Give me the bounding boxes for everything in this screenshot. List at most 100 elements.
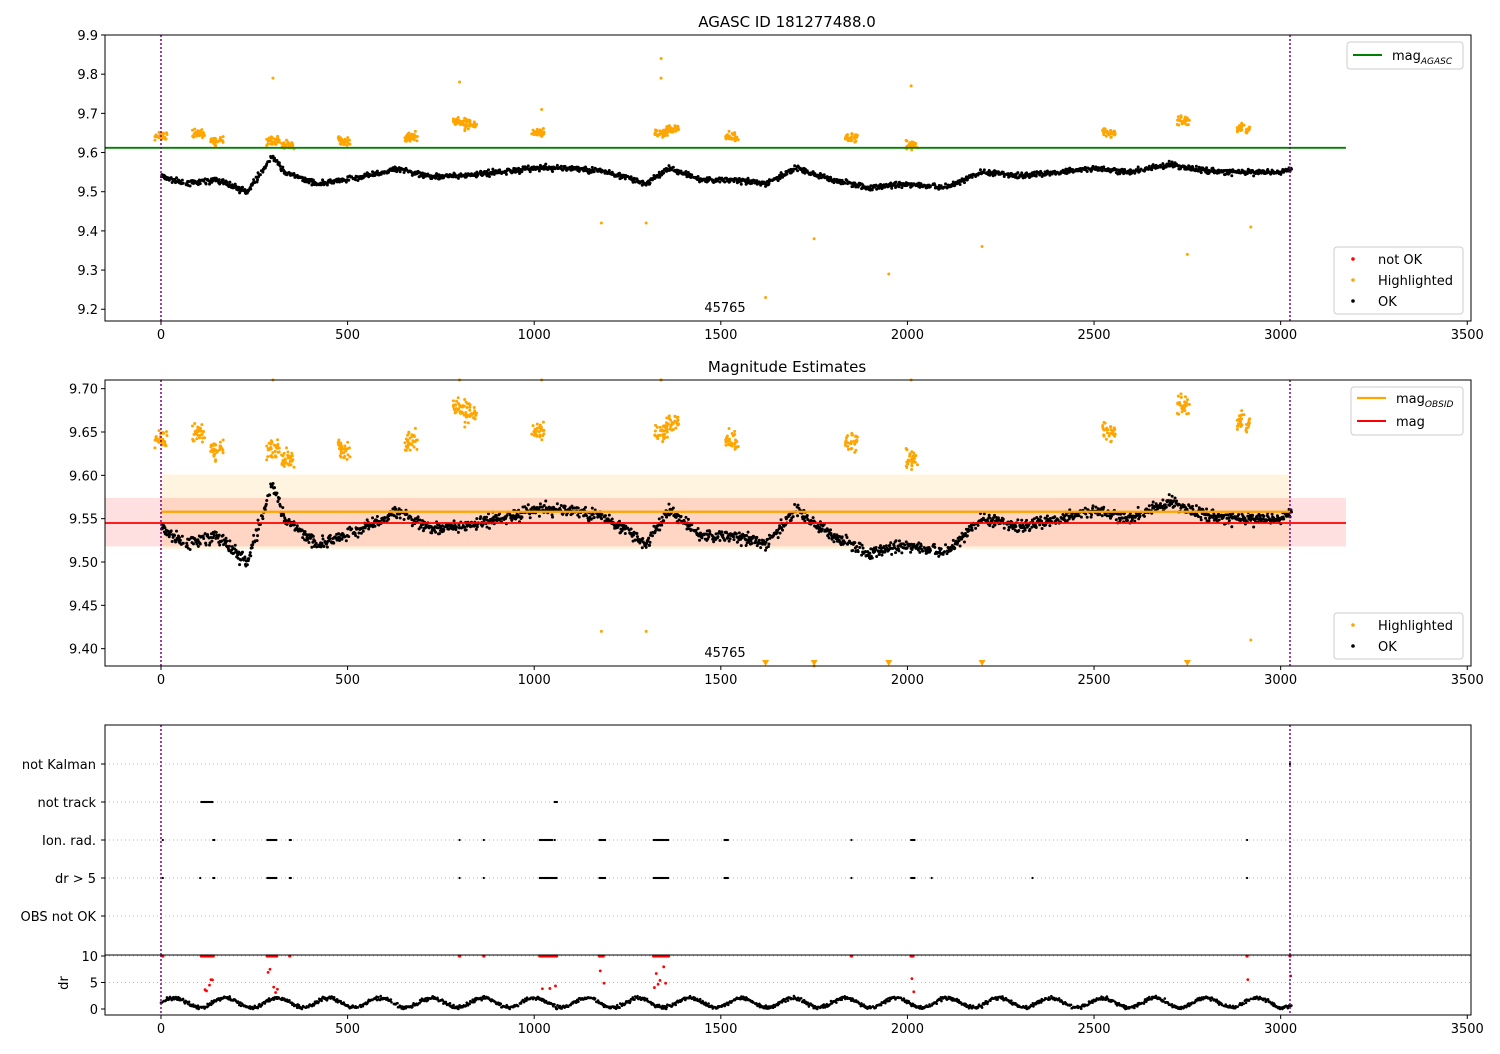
highlighted-point-2-382 xyxy=(666,416,669,419)
highlighted-point-2-253 xyxy=(454,403,457,406)
ok-point-2-727 xyxy=(577,507,580,510)
highlighted-point-478 xyxy=(908,141,911,144)
ok-point-2-479 xyxy=(434,531,437,534)
ok-point-117 xyxy=(228,181,231,184)
ok-point-2-103 xyxy=(222,534,225,537)
ok-point-2-197 xyxy=(273,486,276,489)
ok-point-2-1685 xyxy=(1139,514,1142,517)
highlighted-point-2-116 xyxy=(265,444,268,447)
highlighted-point-2-319 xyxy=(542,432,545,435)
highlighted-point-533 xyxy=(1187,123,1190,126)
highlighted-point-2-262 xyxy=(463,425,466,428)
ok-point-2-871 xyxy=(661,516,664,519)
highlighted-point-87 xyxy=(222,135,225,138)
highlighted-point-2-351 xyxy=(663,436,666,439)
ok-point-2-286 xyxy=(322,537,325,540)
highlighted-point-2-408 xyxy=(732,434,735,437)
ok-point-2-1489 xyxy=(1025,519,1028,522)
highlighted-point-2-79 xyxy=(219,441,222,444)
ok-point-2-396 xyxy=(387,518,390,521)
highlighted-point-181 xyxy=(346,139,349,142)
highlighted-point-151 xyxy=(286,142,289,145)
ok-point-1451 xyxy=(1003,175,1006,178)
highlighted-point-446 xyxy=(844,136,847,139)
highlighted-point-285 xyxy=(468,119,471,122)
highlighted-point-2-56 xyxy=(200,423,203,426)
highlighted-point-434 xyxy=(846,133,849,136)
ok-point-2-995 xyxy=(735,532,738,535)
highlighted-point-2-222 xyxy=(412,434,415,437)
ok-point-2-154 xyxy=(247,557,250,560)
ok-point-850 xyxy=(649,181,652,184)
legend-not-ok-label: not OK xyxy=(1378,253,1423,268)
ok-point-2-1236 xyxy=(875,555,878,558)
ok-point-2-97 xyxy=(218,534,221,537)
ok-point-2-985 xyxy=(729,537,732,540)
ok-point-2-212 xyxy=(281,506,284,509)
ok-point-2-1339 xyxy=(937,555,940,558)
ok-point-2-472 xyxy=(430,531,433,534)
ok-point-2-1376 xyxy=(959,544,962,547)
ok-point-594 xyxy=(505,173,508,176)
ok-point-2-1050 xyxy=(764,549,767,552)
highlighted-point-2-251 xyxy=(457,402,460,405)
top-panel-y-ticks: 9.29.39.49.59.69.79.89.9 xyxy=(77,29,105,318)
highlighted-point-2-43 xyxy=(195,437,198,440)
highlighted-point-369 xyxy=(664,130,667,133)
ok-point-66 xyxy=(199,182,202,185)
ok-point-2-224 xyxy=(288,518,291,521)
ok-point-2-1480 xyxy=(1020,519,1023,522)
highlighted-point-2-376 xyxy=(674,426,677,429)
ok-point-39 xyxy=(181,179,184,182)
x-tick-label-2: 1000 xyxy=(518,328,551,343)
ok-point-2-1349 xyxy=(944,543,947,546)
highlighted-point-2-252 xyxy=(459,410,462,413)
highlighted-point-2-153 xyxy=(285,462,288,465)
highlighted-point-28 xyxy=(162,132,165,135)
highlighted-point-2-111 xyxy=(267,447,270,450)
ok-point-2-874 xyxy=(662,519,665,522)
top-panel-points xyxy=(153,57,1293,299)
ok-point-2-24 xyxy=(173,534,176,537)
ok-point-2-116 xyxy=(228,545,231,548)
ok-point-1789 xyxy=(1200,171,1203,174)
highlighted-point-510 xyxy=(1109,130,1112,133)
highlighted-point-2-307 xyxy=(536,422,539,425)
ok-point-189 xyxy=(268,160,271,163)
highlighted-point-2-349 xyxy=(654,424,657,427)
ok-point-2-1486 xyxy=(1024,529,1027,532)
ok-point-2-1269 xyxy=(895,539,898,542)
highlighted-point-439 xyxy=(850,136,853,139)
highlighted-point-29 xyxy=(156,135,159,138)
ok-point-2-1536 xyxy=(1053,515,1056,518)
ok-point-2-1706 xyxy=(1152,501,1155,504)
highlighted-point-585 xyxy=(887,272,890,275)
highlighted-point-2-26 xyxy=(158,429,161,432)
highlighted-point-583 xyxy=(764,296,767,299)
ok-point-2-214 xyxy=(282,514,285,517)
highlighted-point-59 xyxy=(194,131,197,134)
y-tick-label-7: 9.9 xyxy=(77,29,98,44)
ok-point-2-729 xyxy=(578,516,581,519)
highlighted-point-578 xyxy=(540,108,543,111)
ok-point-680 xyxy=(551,170,554,173)
ok-point-2-1055 xyxy=(767,545,770,548)
highlighted-point-2-269 xyxy=(467,421,470,424)
highlighted-point-383 xyxy=(675,127,678,130)
highlighted-point-251 xyxy=(457,119,460,122)
highlighted-point-2-171 xyxy=(343,456,346,459)
ok-point-2-1449 xyxy=(1002,518,1005,521)
ok-point-2-528 xyxy=(465,528,468,531)
highlighted-point-2-343 xyxy=(656,435,659,438)
highlighted-point-2-340 xyxy=(663,433,666,436)
highlighted-point-2-292 xyxy=(542,421,545,424)
ok-point-2-1094 xyxy=(792,515,795,518)
highlighted-point-2-191 xyxy=(346,441,349,444)
ok-point-2-447 xyxy=(417,515,420,518)
highlighted-point-2-268 xyxy=(466,406,469,409)
highlighted-point-215 xyxy=(415,139,418,142)
highlighted-point-500 xyxy=(1105,135,1108,138)
highlighted-point-267 xyxy=(464,127,467,130)
highlighted-point-219 xyxy=(414,136,417,139)
highlighted-point-223 xyxy=(414,130,417,133)
